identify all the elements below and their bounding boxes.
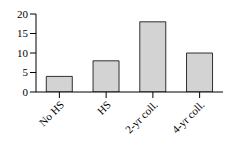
svg-text:15: 15	[17, 27, 29, 39]
svg-text:5: 5	[23, 66, 29, 78]
svg-text:2-yr coll.: 2-yr coll.	[123, 98, 160, 135]
svg-text:10: 10	[17, 47, 29, 59]
svg-text:0: 0	[23, 86, 29, 98]
svg-text:HS: HS	[95, 98, 113, 116]
svg-text:20: 20	[17, 8, 29, 20]
svg-text:4-yr coll.: 4-yr coll.	[170, 98, 207, 135]
svg-text:No HS: No HS	[36, 98, 66, 128]
